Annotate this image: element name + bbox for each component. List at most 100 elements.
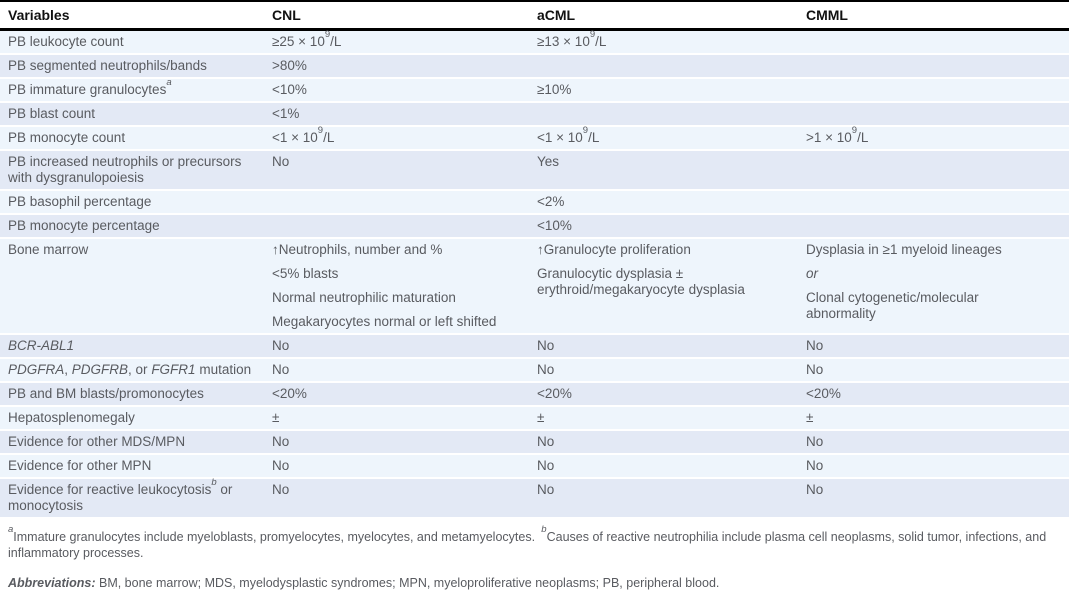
cell-variables: PB basophil percentage bbox=[0, 191, 272, 213]
cell-line: PB and BM blasts/promonocytes bbox=[8, 386, 204, 401]
cell-acml: ≥13 × 109/L bbox=[537, 28, 806, 53]
cell-line: PB basophil percentage bbox=[8, 194, 152, 209]
cell-line: Evidence for reactive leukocytosisb or m… bbox=[8, 476, 233, 513]
cell-line: ↑Granulocyte proliferation bbox=[537, 242, 691, 257]
cell-cnl: <1 × 109/L bbox=[272, 124, 537, 149]
cell-line: <1 × 109/L bbox=[537, 124, 600, 145]
cell-cnl: No bbox=[272, 151, 537, 189]
cell-line: <1% bbox=[272, 106, 300, 121]
cell-line: ≥25 × 109/L bbox=[272, 28, 342, 49]
cell-line: No bbox=[806, 338, 824, 353]
cell-variables: Evidence for other MPN bbox=[0, 455, 272, 477]
cell-line: ↑Neutrophils, number and % bbox=[272, 242, 443, 257]
cell-line: PB leukocyte count bbox=[8, 34, 124, 49]
cell-variables: PB blast count bbox=[0, 103, 272, 125]
cell-cmml bbox=[806, 55, 1069, 77]
cell-line: Granulocytic dysplasia ± erythroid/megak… bbox=[537, 266, 745, 297]
table-row: BCR-ABL1 No No No bbox=[0, 335, 1069, 359]
cell-line: PB immature granulocytesa bbox=[8, 76, 172, 97]
table-row: Hepatosplenomegaly ± ± ± bbox=[0, 407, 1069, 431]
cell-cmml: No bbox=[806, 431, 1069, 453]
column-header-acml: aCML bbox=[537, 7, 576, 23]
table-header-row: Variables CNL aCML CMML bbox=[0, 2, 1069, 31]
abbreviations-text: BM, bone marrow; MDS, myelodysplastic sy… bbox=[95, 576, 720, 590]
cell-cmml: No bbox=[806, 359, 1069, 381]
cell-line: Evidence for other MPN bbox=[8, 458, 152, 473]
table-footnotes: aImmature granulocytes include myeloblas… bbox=[0, 519, 1069, 591]
diagnostic-criteria-table: Variables CNL aCML CMML PB leukocyte cou… bbox=[0, 0, 1069, 519]
cell-line: Normal neutrophilic maturation bbox=[272, 290, 456, 305]
cell-cmml bbox=[806, 79, 1069, 101]
cell-cmml: <20% bbox=[806, 383, 1069, 405]
cell-line: No bbox=[272, 362, 290, 377]
cell-line: No bbox=[537, 482, 555, 497]
cell-line: <10% bbox=[272, 82, 307, 97]
cell-line: No bbox=[806, 482, 824, 497]
cell-line: PB blast count bbox=[8, 106, 96, 121]
abbreviations-label: Abbreviations: bbox=[8, 576, 96, 590]
table-row: Evidence for other MPN No No No bbox=[0, 455, 1069, 479]
cell-line: Clonal cytogenetic/molecular abnormality bbox=[806, 290, 979, 321]
cell-acml: No bbox=[537, 479, 806, 517]
cell-cnl: ± bbox=[272, 407, 537, 429]
cell-line: Bone marrow bbox=[8, 242, 89, 257]
cell-line: <1 × 109/L bbox=[272, 124, 335, 145]
cell-cnl: No bbox=[272, 431, 537, 453]
cell-line: Hepatosplenomegaly bbox=[8, 410, 135, 425]
cell-line: PB monocyte percentage bbox=[8, 218, 160, 233]
cell-line: ± bbox=[272, 410, 280, 425]
table-row: PB monocyte count <1 × 109/L <1 × 109/L >1 … bbox=[0, 124, 1069, 151]
cell-cmml: ± bbox=[806, 407, 1069, 429]
cell-cnl: ↑Neutrophils, number and % <5% blasts Norm… bbox=[272, 239, 537, 333]
cell-line: ≥13 × 109/L bbox=[537, 28, 607, 49]
cell-acml: No bbox=[537, 359, 806, 381]
column-header-cmml: CMML bbox=[806, 7, 848, 23]
cell-line: No bbox=[272, 434, 290, 449]
table-row: PB leukocyte count ≥25 × 109/L ≥13 × 109/L bbox=[0, 28, 1069, 55]
cell-variables: PB monocyte count bbox=[0, 127, 272, 149]
cell-variables: PB monocyte percentage bbox=[0, 215, 272, 237]
cell-acml: No bbox=[537, 335, 806, 357]
cell-cnl: No bbox=[272, 335, 537, 357]
cell-line: Evidence for other MDS/MPN bbox=[8, 434, 186, 449]
table-row: PB and BM blasts/promonocytes <20% <20% <20… bbox=[0, 383, 1069, 407]
cell-line: ± bbox=[806, 410, 814, 425]
cell-variables: PB segmented neutrophils/bands bbox=[0, 55, 272, 77]
cell-line: >1 × 109/L bbox=[806, 124, 869, 145]
column-header-variables: Variables bbox=[8, 7, 70, 23]
cell-line: <20% bbox=[806, 386, 841, 401]
cell-cnl bbox=[272, 191, 537, 213]
cell-acml bbox=[537, 103, 806, 125]
cell-variables: Bone marrow bbox=[0, 239, 272, 333]
table-row: PB basophil percentage <2% bbox=[0, 191, 1069, 215]
table-row: PB monocyte percentage <10% bbox=[0, 215, 1069, 239]
cell-line: ± bbox=[537, 410, 545, 425]
cell-line: No bbox=[806, 458, 824, 473]
cell-variables: PB leukocyte count bbox=[0, 31, 272, 53]
cell-acml: ± bbox=[537, 407, 806, 429]
cell-cmml: >1 × 109/L bbox=[806, 124, 1069, 149]
cell-line: No bbox=[806, 362, 824, 377]
cell-cnl: No bbox=[272, 359, 537, 381]
cell-cnl: <20% bbox=[272, 383, 537, 405]
cell-cmml: No bbox=[806, 479, 1069, 517]
cell-line: <20% bbox=[272, 386, 307, 401]
cell-variables: BCR-ABL1 bbox=[0, 335, 272, 357]
cell-cmml bbox=[806, 31, 1069, 53]
cell-line: No bbox=[272, 482, 290, 497]
cell-line: Dysplasia in ≥1 myeloid lineages bbox=[806, 242, 1002, 257]
cell-line: No bbox=[537, 434, 555, 449]
cell-acml: <1 × 109/L bbox=[537, 124, 806, 149]
cell-line: No bbox=[537, 458, 555, 473]
cell-cmml bbox=[806, 151, 1069, 189]
cell-cmml: Dysplasia in ≥1 myeloid lineages or Clonal… bbox=[806, 239, 1069, 333]
cell-acml: <20% bbox=[537, 383, 806, 405]
cell-line: PB monocyte count bbox=[8, 130, 126, 145]
cell-line: ≥10% bbox=[537, 82, 572, 97]
table-row: PB increased neutrophils or precursors w… bbox=[0, 151, 1069, 191]
table-row: PB blast count <1% bbox=[0, 103, 1069, 127]
cell-acml: Yes bbox=[537, 151, 806, 189]
table-row: PDGFRA, PDGFRB, or FGFR1 mutation No No No bbox=[0, 359, 1069, 383]
cell-line: Yes bbox=[537, 154, 560, 169]
table-row: PB segmented neutrophils/bands >80% bbox=[0, 55, 1069, 79]
